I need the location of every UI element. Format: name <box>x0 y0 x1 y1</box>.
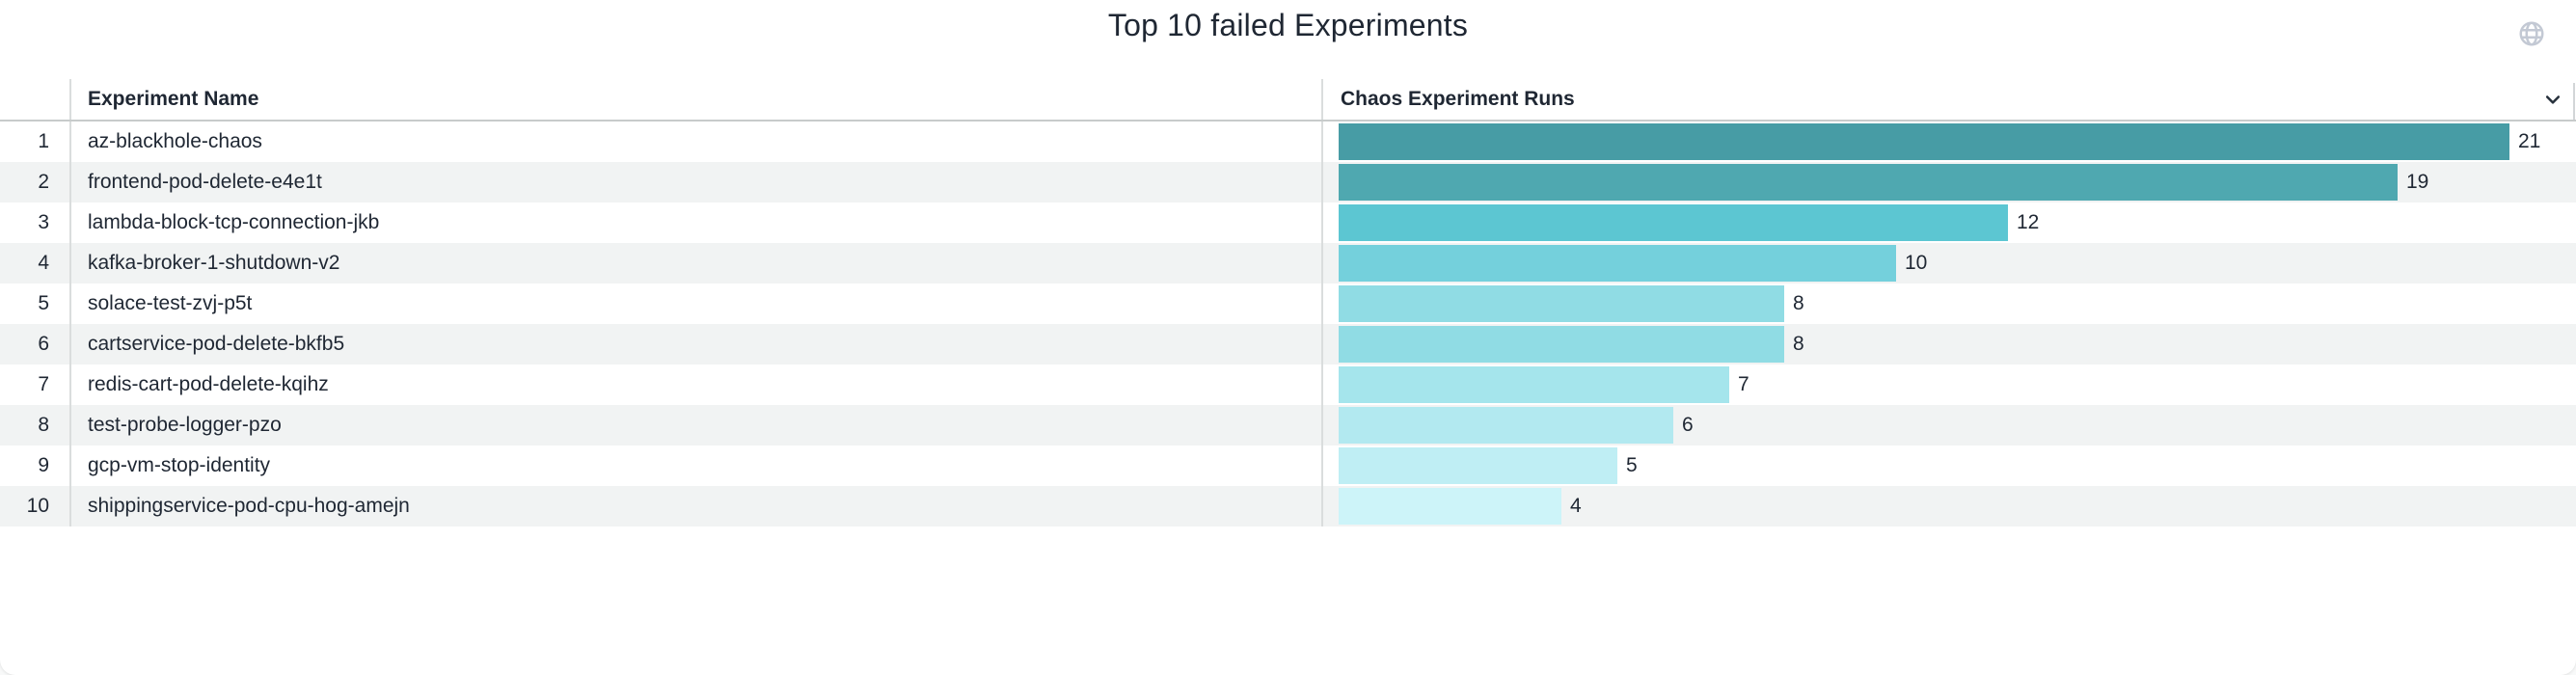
table-row: 9 gcp-vm-stop-identity 5 <box>0 446 2576 486</box>
experiment-name: gcp-vm-stop-identity <box>69 446 1321 486</box>
table-row: 5 solace-test-zvj-p5t 8 <box>0 284 2576 324</box>
runs-bar[interactable] <box>1339 164 2398 201</box>
row-rank: 10 <box>26 495 49 517</box>
experiment-name: frontend-pod-delete-e4e1t <box>69 162 1321 202</box>
runs-bar[interactable] <box>1339 245 1896 282</box>
runs-bar-cell: 6 <box>1321 405 2576 446</box>
runs-bar[interactable] <box>1339 407 1673 444</box>
table-row: 3 lambda-block-tcp-connection-jkb 12 <box>0 202 2576 243</box>
experiment-name: lambda-block-tcp-connection-jkb <box>69 202 1321 243</box>
runs-bar-cell: 19 <box>1321 162 2576 202</box>
row-rank: 1 <box>38 130 49 152</box>
runs-value: 12 <box>2017 211 2040 233</box>
row-rank: 5 <box>38 292 49 314</box>
column-header-chaos-experiment-runs[interactable]: Chaos Experiment Runs <box>1321 79 2576 120</box>
row-rank: 7 <box>38 373 49 395</box>
table-row: 1 az-blackhole-chaos 21 <box>0 122 2576 162</box>
row-rank: 9 <box>38 454 49 476</box>
runs-bar[interactable] <box>1339 366 1729 403</box>
table-row: 8 test-probe-logger-pzo 6 <box>0 405 2576 446</box>
experiment-name: kafka-broker-1-shutdown-v2 <box>69 243 1321 284</box>
rank-column-header <box>0 79 69 120</box>
row-rank: 6 <box>38 333 49 355</box>
runs-bar[interactable] <box>1339 123 2509 160</box>
experiment-name: shippingservice-pod-cpu-hog-amejn <box>69 486 1321 526</box>
chaos-experiment-runs-header-label: Chaos Experiment Runs <box>1341 88 1575 110</box>
runs-bar[interactable] <box>1339 447 1617 484</box>
table-row: 6 cartservice-pod-delete-bkfb5 8 <box>0 324 2576 364</box>
table-row: 7 redis-cart-pod-delete-kqihz 7 <box>0 364 2576 405</box>
table-row: 10 shippingservice-pod-cpu-hog-amejn 4 <box>0 486 2576 526</box>
runs-value: 8 <box>1793 333 1804 355</box>
runs-value: 10 <box>1905 252 1928 274</box>
runs-bar-cell: 8 <box>1321 324 2576 364</box>
table-body: 1 az-blackhole-chaos 21 2 frontend-pod-delet… <box>0 122 2576 526</box>
runs-bar-cell: 21 <box>1321 122 2576 162</box>
page-title: Top 10 failed Experiments <box>1107 8 1469 42</box>
row-rank: 2 <box>38 171 49 193</box>
title-bar: Top 10 failed Experiments <box>0 0 2576 79</box>
runs-bar[interactable] <box>1339 285 1784 322</box>
runs-bar-cell: 4 <box>1321 486 2576 526</box>
experiment-name: solace-test-zvj-p5t <box>69 284 1321 324</box>
runs-bar-cell: 7 <box>1321 364 2576 405</box>
row-rank: 3 <box>38 211 49 233</box>
runs-value: 19 <box>2406 171 2429 193</box>
row-rank: 8 <box>38 414 49 436</box>
runs-value: 4 <box>1570 495 1582 517</box>
table-header: Experiment Name Chaos Experiment Runs <box>0 79 2576 122</box>
runs-value: 21 <box>2518 130 2541 152</box>
runs-value: 5 <box>1626 454 1638 476</box>
runs-value: 7 <box>1738 373 1749 395</box>
experiment-name: cartservice-pod-delete-bkfb5 <box>69 324 1321 364</box>
column-header-experiment-name[interactable]: Experiment Name <box>69 79 1321 120</box>
globe-icon[interactable] <box>2517 19 2546 48</box>
scrollbar[interactable] <box>2573 83 2575 120</box>
runs-value: 6 <box>1682 414 1694 436</box>
runs-bar[interactable] <box>1339 326 1784 363</box>
table-row: 2 frontend-pod-delete-e4e1t 19 <box>0 162 2576 202</box>
experiment-name-header-label: Experiment Name <box>88 88 259 110</box>
runs-bar-cell: 5 <box>1321 446 2576 486</box>
experiment-name: test-probe-logger-pzo <box>69 405 1321 446</box>
experiment-name: redis-cart-pod-delete-kqihz <box>69 364 1321 405</box>
runs-value: 8 <box>1793 292 1804 314</box>
row-rank: 4 <box>38 252 49 274</box>
runs-bar-cell: 8 <box>1321 284 2576 324</box>
experiment-name: az-blackhole-chaos <box>69 122 1321 162</box>
chevron-down-icon[interactable] <box>2543 90 2562 109</box>
table-row: 4 kafka-broker-1-shutdown-v2 10 <box>0 243 2576 284</box>
runs-bar[interactable] <box>1339 488 1561 525</box>
runs-bar[interactable] <box>1339 204 2008 241</box>
runs-bar-cell: 10 <box>1321 243 2576 284</box>
runs-bar-cell: 12 <box>1321 202 2576 243</box>
